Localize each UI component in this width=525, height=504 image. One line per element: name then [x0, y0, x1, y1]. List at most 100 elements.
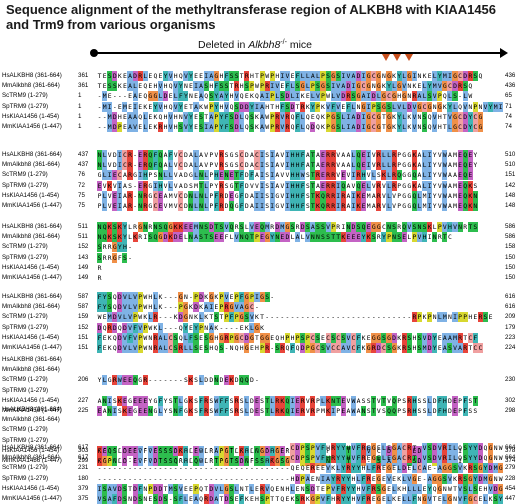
residue: R: [279, 343, 285, 353]
residue: S: [361, 396, 366, 405]
sequence-start-position: 379: [78, 484, 89, 492]
residue: V: [432, 111, 438, 122]
residue: F: [300, 201, 306, 211]
residue: M: [482, 473, 489, 484]
sequence-name: MmAlkbh8 (361-664): [2, 303, 60, 311]
residue: L: [300, 71, 306, 81]
residue: H: [346, 454, 351, 463]
residue: S: [416, 332, 422, 343]
residue: Q: [361, 222, 367, 232]
residue: K: [467, 201, 473, 211]
residue: S: [427, 443, 433, 453]
residue: V: [234, 302, 240, 313]
residue: Q: [315, 123, 320, 131]
residue: S: [208, 91, 214, 102]
residue: I: [264, 91, 270, 102]
residue: V: [279, 122, 285, 132]
residue: V: [157, 81, 164, 92]
residue: Y: [361, 232, 367, 243]
sequence-end-position: 151: [505, 171, 516, 179]
residue: G: [274, 445, 280, 456]
residue: -: [214, 464, 219, 473]
residue: V: [107, 202, 112, 210]
residue: W: [198, 456, 204, 466]
sequence-end-position: 230: [505, 376, 516, 384]
residue: L: [102, 190, 108, 201]
residue: -: [234, 454, 239, 463]
alignment-row: MmAlkbh8 (361-664) 361 T E S S K E A L E Q E H V H Q V Y N E…: [0, 81, 525, 92]
residue: R: [340, 201, 346, 211]
residue: N: [345, 222, 351, 232]
residue: I: [107, 170, 113, 181]
residue: D: [112, 322, 118, 333]
residue: R: [457, 473, 463, 484]
residue: M: [452, 332, 458, 343]
residue: F: [239, 292, 245, 302]
residue: S: [244, 312, 250, 323]
residue: G: [361, 101, 367, 112]
residue: E: [128, 102, 132, 111]
residue: P: [234, 292, 240, 302]
residue: P: [462, 312, 468, 323]
residue: H: [295, 150, 301, 160]
residue: K: [107, 180, 113, 191]
residue: A: [123, 202, 127, 210]
residue: G: [391, 453, 397, 464]
residue: Y: [188, 111, 194, 122]
residue: S: [330, 332, 336, 343]
residue: T: [468, 344, 473, 352]
residue: F: [330, 101, 336, 112]
residue: C: [289, 453, 296, 464]
residue: Y: [396, 71, 402, 81]
sequence-start-position: 76: [78, 171, 85, 179]
residue: I: [269, 150, 275, 160]
residue: I: [330, 406, 336, 416]
sequence-end-position: 148: [505, 191, 516, 199]
residue: N: [148, 333, 153, 342]
residue: -: [204, 444, 209, 452]
residue: M: [453, 191, 457, 200]
residue: -: [168, 313, 173, 322]
residue: E: [123, 112, 127, 121]
residue: Q: [462, 170, 468, 181]
residue: D: [432, 396, 437, 405]
residue: G: [371, 332, 377, 343]
residue: T: [335, 395, 341, 406]
residue: V: [437, 202, 442, 210]
residue: V: [452, 343, 458, 353]
residue: L: [386, 190, 392, 201]
residue: E: [427, 464, 432, 473]
residue: S: [289, 222, 296, 232]
residue: D: [295, 453, 301, 464]
residue: V: [345, 332, 351, 343]
residue: E: [452, 395, 458, 406]
residue: N: [97, 232, 103, 243]
residue: Q: [462, 180, 468, 191]
residue: A: [213, 445, 219, 456]
residue: Q: [244, 232, 250, 243]
residue: E: [361, 150, 367, 160]
residue: S: [355, 222, 362, 232]
residue: G: [402, 151, 407, 159]
residue: K: [325, 395, 331, 406]
residue: E: [341, 102, 346, 111]
residue: H: [214, 333, 219, 342]
residue: S: [335, 71, 341, 81]
alignment-row: SpTRM9 (1-279) 180- - - - - - - - - - - - - - - - - - - - - - -…: [0, 473, 525, 484]
residue: E: [127, 406, 133, 416]
residue: G: [407, 171, 412, 180]
residue: -: [158, 313, 163, 322]
residue: G: [407, 191, 412, 200]
residue: I: [350, 170, 356, 181]
residue: I: [289, 395, 296, 406]
residue: E: [361, 201, 367, 211]
residue: Q: [340, 180, 346, 191]
residue: A: [310, 71, 316, 81]
residue: V: [280, 171, 285, 180]
residue: S: [183, 376, 188, 385]
sequence-end-position: 616: [505, 303, 516, 311]
residue: C: [335, 332, 341, 343]
residue: H: [289, 180, 296, 191]
residue: T: [330, 232, 336, 243]
residue: V: [280, 151, 285, 159]
